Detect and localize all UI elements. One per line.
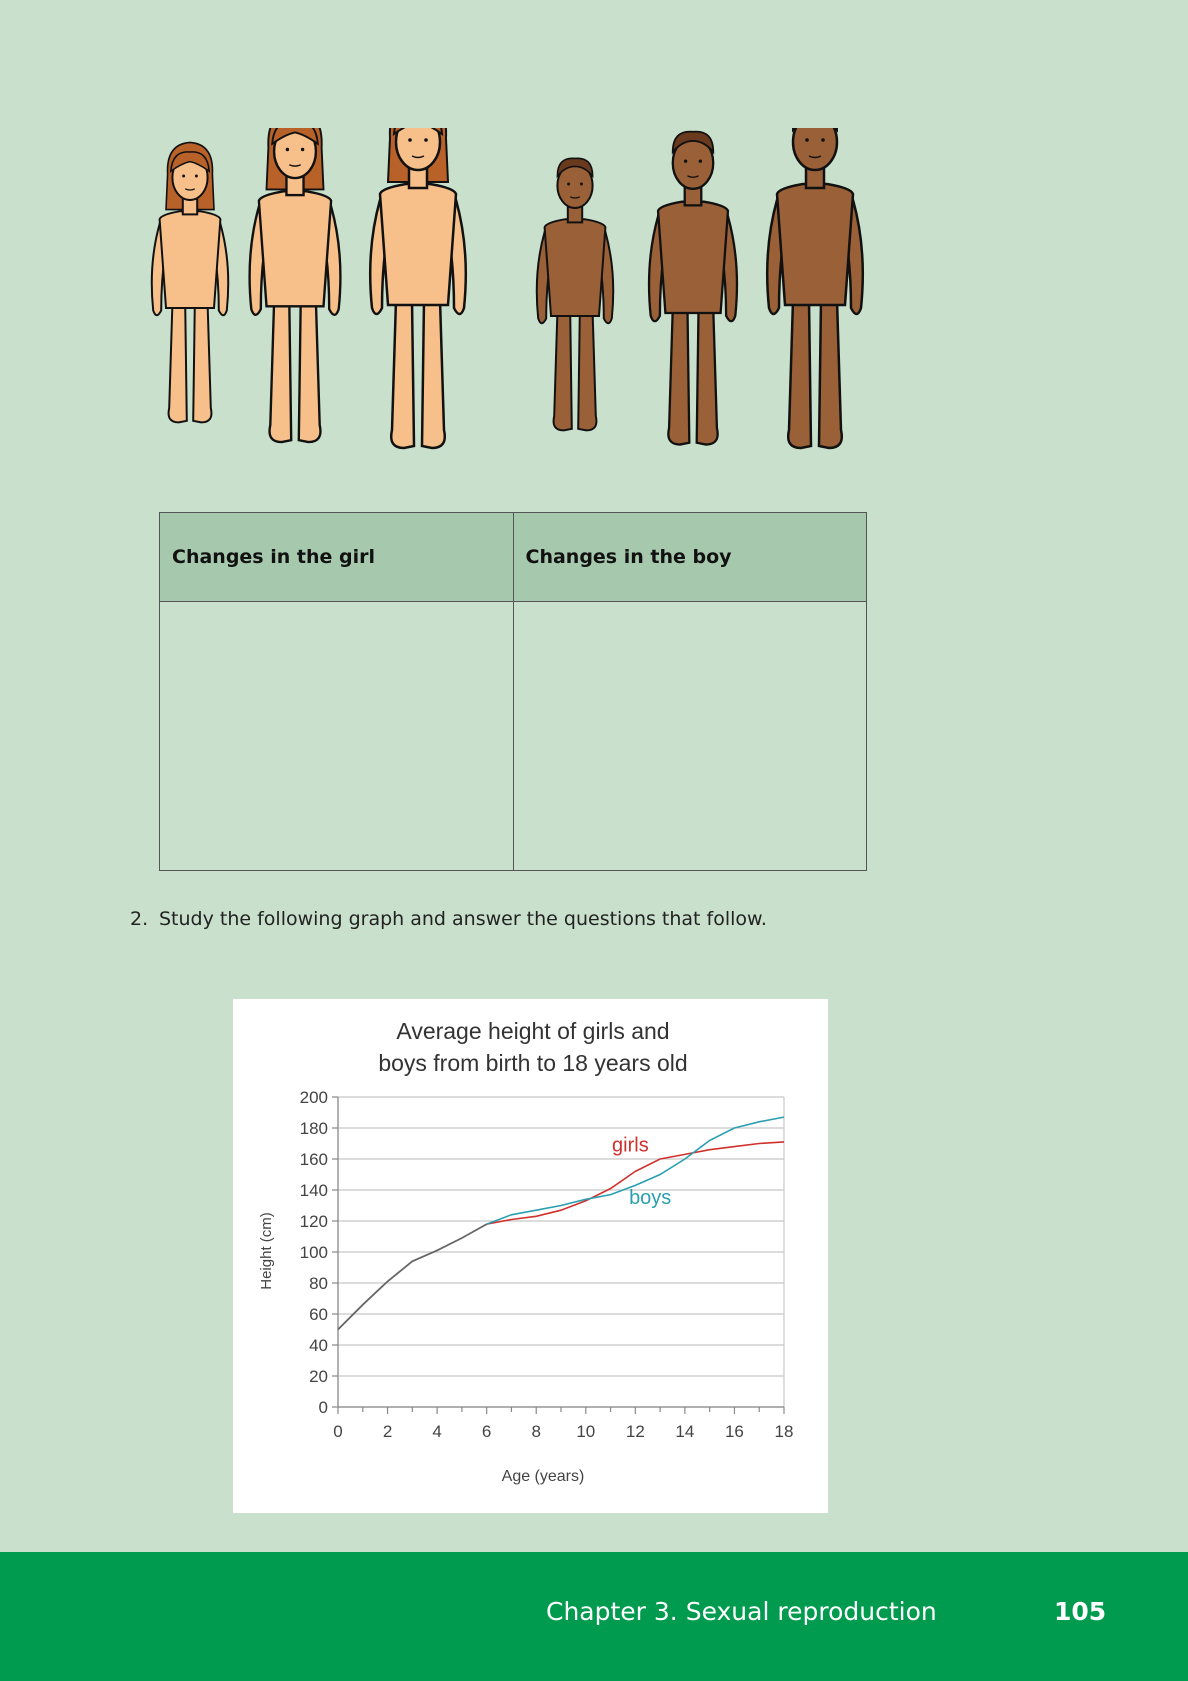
- adult-woman-figure: [368, 128, 468, 450]
- y-tick-label: 140: [300, 1181, 328, 1200]
- boy-changes-cell[interactable]: [512, 601, 867, 871]
- y-tick-label: 80: [309, 1274, 328, 1293]
- x-tick-label: 6: [482, 1422, 491, 1441]
- series-line-shared: [337, 1223, 488, 1331]
- x-tick-label: 12: [626, 1422, 645, 1441]
- page-footer: Chapter 3. Sexual reproduction 105: [0, 1552, 1188, 1681]
- question-text: Study the following graph and answer the…: [159, 908, 767, 930]
- teen-boy-figure: [647, 130, 739, 446]
- header-boy-changes: Changes in the boy: [512, 512, 867, 602]
- y-tick-label: 200: [300, 1088, 328, 1107]
- header-girl-changes: Changes in the girl: [159, 512, 514, 602]
- question-number: 2.: [130, 908, 149, 930]
- y-tick-label: 0: [319, 1398, 328, 1417]
- x-tick-label: 14: [675, 1422, 694, 1441]
- teen-girl-figure: [248, 128, 342, 444]
- changes-table: Changes in the girl Changes in the boy: [159, 512, 867, 871]
- chart-y-axis-label: Height (cm): [258, 1212, 275, 1290]
- series-line-girls: [486, 1141, 785, 1225]
- y-tick-label: 20: [309, 1367, 328, 1386]
- y-tick-label: 100: [300, 1243, 328, 1262]
- y-tick-label: 160: [300, 1150, 328, 1169]
- series-label-boys: boys: [629, 1187, 671, 1209]
- y-tick-label: 60: [309, 1305, 328, 1324]
- page-number: 105: [1054, 1597, 1107, 1626]
- chart-title-line-2: boys from birth to 18 years old: [378, 1050, 687, 1076]
- young-girl-figure: [150, 141, 230, 424]
- y-tick-label: 180: [300, 1119, 328, 1138]
- chart-title-line-1: Average height of girls and: [396, 1018, 669, 1044]
- x-tick-label: 8: [531, 1422, 540, 1441]
- height-graph: Average height of girls and boys from bi…: [233, 999, 828, 1513]
- y-tick-label: 40: [309, 1336, 328, 1355]
- chapter-title: Chapter 3. Sexual reproduction: [546, 1597, 937, 1626]
- puberty-figures-illustration: [140, 128, 880, 473]
- girl-changes-cell[interactable]: [159, 601, 514, 871]
- adult-man-figure: [765, 128, 865, 450]
- x-tick-label: 10: [576, 1422, 595, 1441]
- chart-x-axis-label: Age (years): [502, 1468, 585, 1485]
- x-tick-label: 4: [432, 1422, 441, 1441]
- young-boy-figure: [535, 157, 615, 432]
- series-line-boys: [486, 1116, 785, 1225]
- series-label-girls: girls: [612, 1134, 649, 1156]
- question-2: 2. Study the following graph and answer t…: [130, 908, 767, 930]
- y-tick-label: 120: [300, 1212, 328, 1231]
- x-tick-label: 18: [775, 1422, 794, 1441]
- x-tick-label: 2: [383, 1422, 392, 1441]
- x-tick-label: 0: [333, 1422, 342, 1441]
- x-tick-label: 16: [725, 1422, 744, 1441]
